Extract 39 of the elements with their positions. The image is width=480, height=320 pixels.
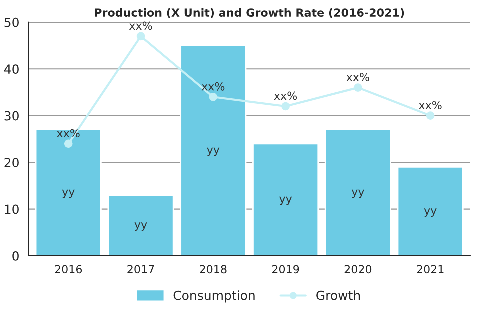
data-label: yy (62, 190, 75, 198)
bar (397, 166, 464, 256)
data-label: xx% (129, 22, 152, 30)
point (354, 84, 362, 92)
data-label: xx% (202, 82, 225, 91)
legend-label: Consumption (174, 290, 255, 303)
x-tick-label: 2017 (128, 265, 154, 274)
data-label: xx% (57, 129, 80, 138)
bar (180, 45, 247, 256)
y-tick-label: 20 (4, 158, 19, 168)
point (64, 140, 73, 148)
data-label: yy (352, 190, 364, 198)
data-label: xx% (274, 92, 298, 100)
data-label: xx% (346, 73, 370, 82)
point (282, 102, 290, 111)
x-tick-label: 2018 (200, 265, 227, 274)
bar (108, 194, 174, 256)
legend-label: Growth (316, 290, 360, 300)
x-tick-label: 2020 (344, 265, 372, 274)
chart-title: Production (X Unit) and Growth Rate (2016-2021) (95, 8, 404, 18)
y-tick-label: 0 (12, 251, 19, 261)
data-label: yy (134, 222, 148, 232)
y-tick-label: 50 (4, 18, 19, 28)
bar (252, 143, 320, 256)
data-label: yy (280, 196, 292, 206)
y-tick-label: 40 (4, 64, 19, 74)
bar (324, 129, 392, 256)
data-label: xx% (419, 101, 442, 110)
data-label: yy (207, 148, 220, 156)
point (209, 92, 218, 102)
bar (35, 129, 102, 256)
y-tick-label: 10 (5, 204, 19, 214)
x-tick-label: 2021 (417, 265, 444, 274)
point (136, 32, 146, 41)
x-tick-label: 2019 (272, 265, 300, 274)
y-tick-label: 30 (4, 111, 19, 121)
point (426, 112, 435, 120)
x-tick-label: 2016 (55, 265, 82, 274)
data-label: yy (424, 208, 437, 217)
